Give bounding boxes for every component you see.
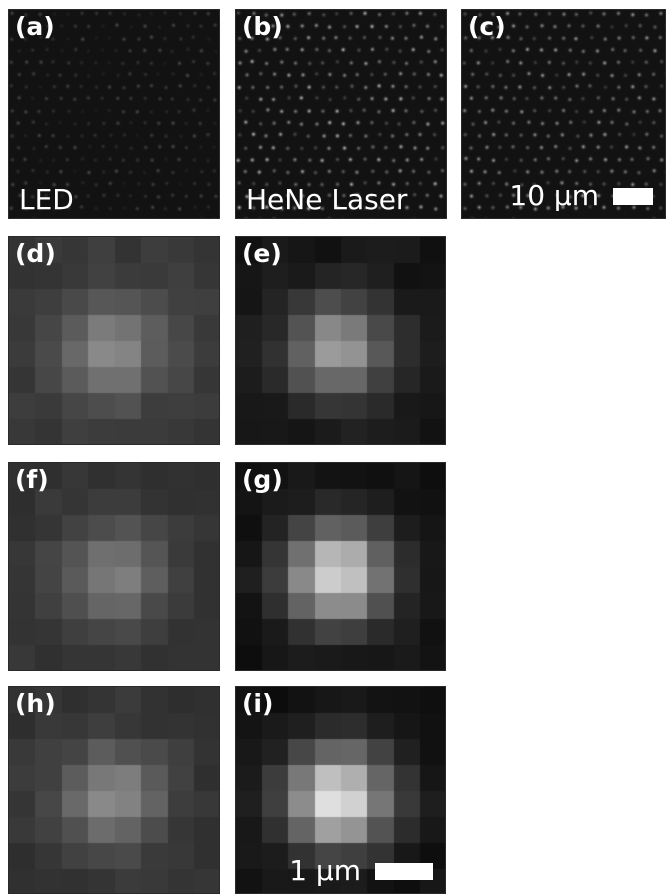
image-g bbox=[236, 463, 445, 670]
image-h bbox=[9, 687, 219, 893]
image-a bbox=[9, 10, 219, 218]
panel-label-c: (c) bbox=[468, 12, 506, 41]
scalebar-1um: 1 μm bbox=[289, 857, 433, 885]
scalebar-10um: 10 μm bbox=[509, 182, 653, 210]
panel-h: (h) bbox=[8, 686, 220, 894]
panel-label-h: (h) bbox=[15, 689, 56, 718]
scalebar-label-10um: 10 μm bbox=[509, 179, 599, 212]
panel-label-e: (e) bbox=[242, 239, 282, 268]
panel-label-a: (a) bbox=[15, 12, 55, 41]
caption-led: LED bbox=[19, 183, 74, 216]
scalebar-bar-10um bbox=[613, 187, 653, 205]
panel-a: (a) LED bbox=[8, 9, 220, 219]
panel-label-i: (i) bbox=[242, 689, 274, 718]
panel-c: (c) 10 μm bbox=[461, 9, 666, 219]
image-c bbox=[462, 10, 665, 218]
panel-b: (b) HeNe Laser bbox=[235, 9, 447, 219]
image-d bbox=[9, 237, 219, 444]
panel-f: (f) bbox=[8, 462, 220, 671]
image-e bbox=[236, 237, 445, 444]
panel-e: (e) bbox=[235, 236, 446, 445]
panel-label-d: (d) bbox=[15, 239, 56, 268]
panel-label-g: (g) bbox=[242, 465, 283, 494]
image-f bbox=[9, 463, 219, 670]
panel-i: (i) 1 μm bbox=[235, 686, 446, 894]
image-b bbox=[236, 10, 446, 218]
scalebar-label-1um: 1 μm bbox=[289, 854, 361, 887]
panel-d: (d) bbox=[8, 236, 220, 445]
image-i bbox=[236, 687, 445, 893]
panel-label-f: (f) bbox=[15, 465, 49, 494]
panel-label-b: (b) bbox=[242, 12, 283, 41]
panel-g: (g) bbox=[235, 462, 446, 671]
scalebar-bar-1um bbox=[375, 862, 433, 880]
caption-hene-laser: HeNe Laser bbox=[246, 183, 408, 216]
